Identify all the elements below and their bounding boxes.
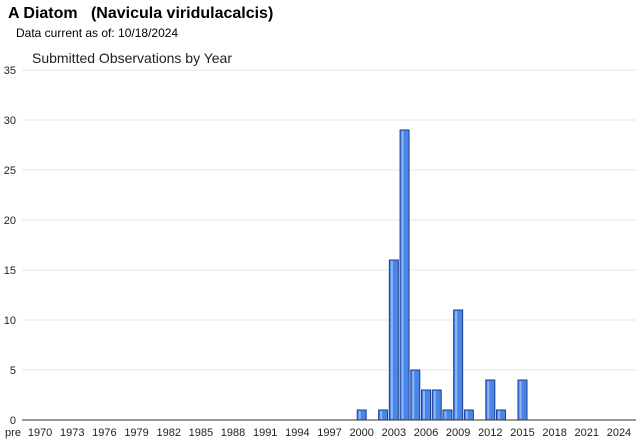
x-tick-label: 2000 [349, 427, 373, 439]
bar-highlight-2015 [519, 381, 522, 419]
bar-2000 [356, 409, 367, 421]
bar-highlight-2004 [401, 131, 404, 419]
bar-2003 [388, 259, 399, 421]
bar-highlight-2005 [412, 371, 415, 419]
bar-2002 [378, 409, 389, 421]
bar-highlight-2008 [444, 411, 447, 419]
x-tick-label: 2003 [382, 427, 406, 439]
x-tick-label: 2006 [414, 427, 438, 439]
bar-highlight-2010 [465, 411, 468, 419]
x-tick-label: 2015 [510, 427, 534, 439]
bar-2010 [463, 409, 474, 421]
bar-highlight-2009 [455, 311, 458, 419]
x-tick-label: 1979 [124, 427, 148, 439]
bar-highlight-2013 [498, 411, 501, 419]
x-tick-label: 1982 [156, 427, 180, 439]
bar-2013 [496, 409, 507, 421]
bar-2004 [399, 129, 410, 421]
x-tick-label: 2018 [542, 427, 566, 439]
x-tick-label: 1985 [189, 427, 213, 439]
bar-highlight-2012 [487, 381, 490, 419]
y-tick-label: 35 [4, 65, 16, 77]
x-tick-label: 2024 [607, 427, 631, 439]
bar-highlight-2003 [390, 261, 393, 419]
x-tick-label: 1976 [92, 427, 116, 439]
x-tick-label: 1994 [285, 427, 309, 439]
x-tick-label: 1970 [28, 427, 52, 439]
y-tick-label: 20 [4, 215, 16, 227]
bar-2006 [421, 389, 431, 421]
bar-highlight-2007 [433, 391, 436, 419]
x-tick-label: 1988 [221, 427, 245, 439]
chart-title: Submitted Observations by Year [32, 50, 233, 66]
bar-2008 [442, 409, 453, 421]
x-tick-label: pre [5, 427, 21, 439]
x-tick-label: 1997 [317, 427, 341, 439]
y-tick-label: 0 [10, 415, 16, 427]
bar-2015 [517, 379, 528, 421]
y-tick-label: 15 [4, 265, 16, 277]
bar-highlight-2000 [358, 411, 361, 419]
x-tick-label: 2009 [446, 427, 470, 439]
bar-2007 [431, 389, 442, 421]
y-tick-label: 5 [10, 365, 16, 377]
x-tick-label: 2012 [478, 427, 502, 439]
bar-2005 [410, 369, 421, 421]
y-tick-label: 25 [4, 165, 16, 177]
x-tick-label: 1991 [253, 427, 277, 439]
x-tick-label: 1973 [60, 427, 84, 439]
bar-highlight-2002 [380, 411, 383, 419]
data-date-subtitle: Data current as of: 10/18/2024 [16, 26, 179, 40]
page-title: A Diatom (Navicula viridulacalcis) [8, 5, 274, 22]
y-tick-label: 30 [4, 115, 16, 127]
bar-highlight-2006 [423, 391, 425, 419]
x-tick-label: 2021 [575, 427, 599, 439]
y-tick-label: 10 [4, 315, 16, 327]
bar-2012 [485, 379, 496, 421]
bar-2009 [453, 309, 464, 421]
